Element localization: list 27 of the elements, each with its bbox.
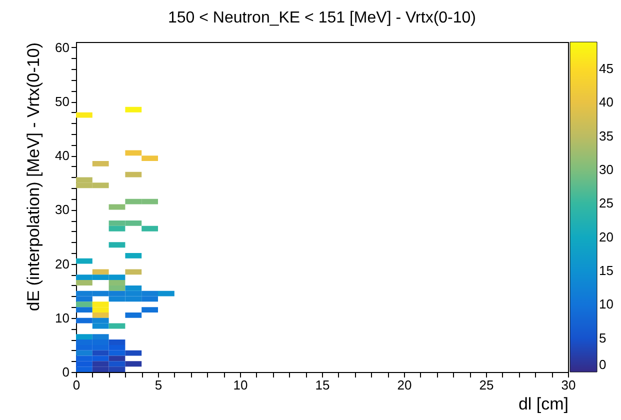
y-tick-label: 40 [55,148,70,164]
color-bar-label: 0 [599,357,606,372]
x-tick-label: 10 [233,378,248,392]
color-bar-label: 40 [599,94,614,110]
y-tick-label: 10 [55,310,70,326]
color-bar-label: 5 [599,330,606,346]
color-bar-label: 20 [599,229,614,244]
color-bar-label: 10 [599,296,614,312]
y-tick-label: 0 [62,364,70,380]
y-tick-label: 20 [55,256,70,272]
color-bar-label: 30 [599,162,614,177]
x-tick-label: 15 [315,378,330,392]
y-tick-label: 30 [55,202,70,218]
x-tick-label: 0 [72,378,80,392]
y-axis-title: dE (interpolation) [MeV] - Vrtx(0-10) [24,42,44,312]
x-tick-label: 20 [397,378,412,392]
x-tick-label: 30 [561,378,576,392]
color-bar-label: 25 [599,196,614,211]
x-tick-label: 5 [154,378,162,392]
y-tick-label: 50 [55,94,70,110]
color-bar-label: 45 [599,60,614,76]
color-bar-label: 15 [599,262,614,278]
x-axis-title: dl [cm] [518,394,568,414]
y-tick-label: 60 [55,40,70,55]
x-tick-label: 25 [479,378,494,392]
chart-title: 150 < Neutron_KE < 151 [MeV] - Vrtx(0-10) [168,9,476,26]
color-bar-label: 35 [599,128,614,144]
